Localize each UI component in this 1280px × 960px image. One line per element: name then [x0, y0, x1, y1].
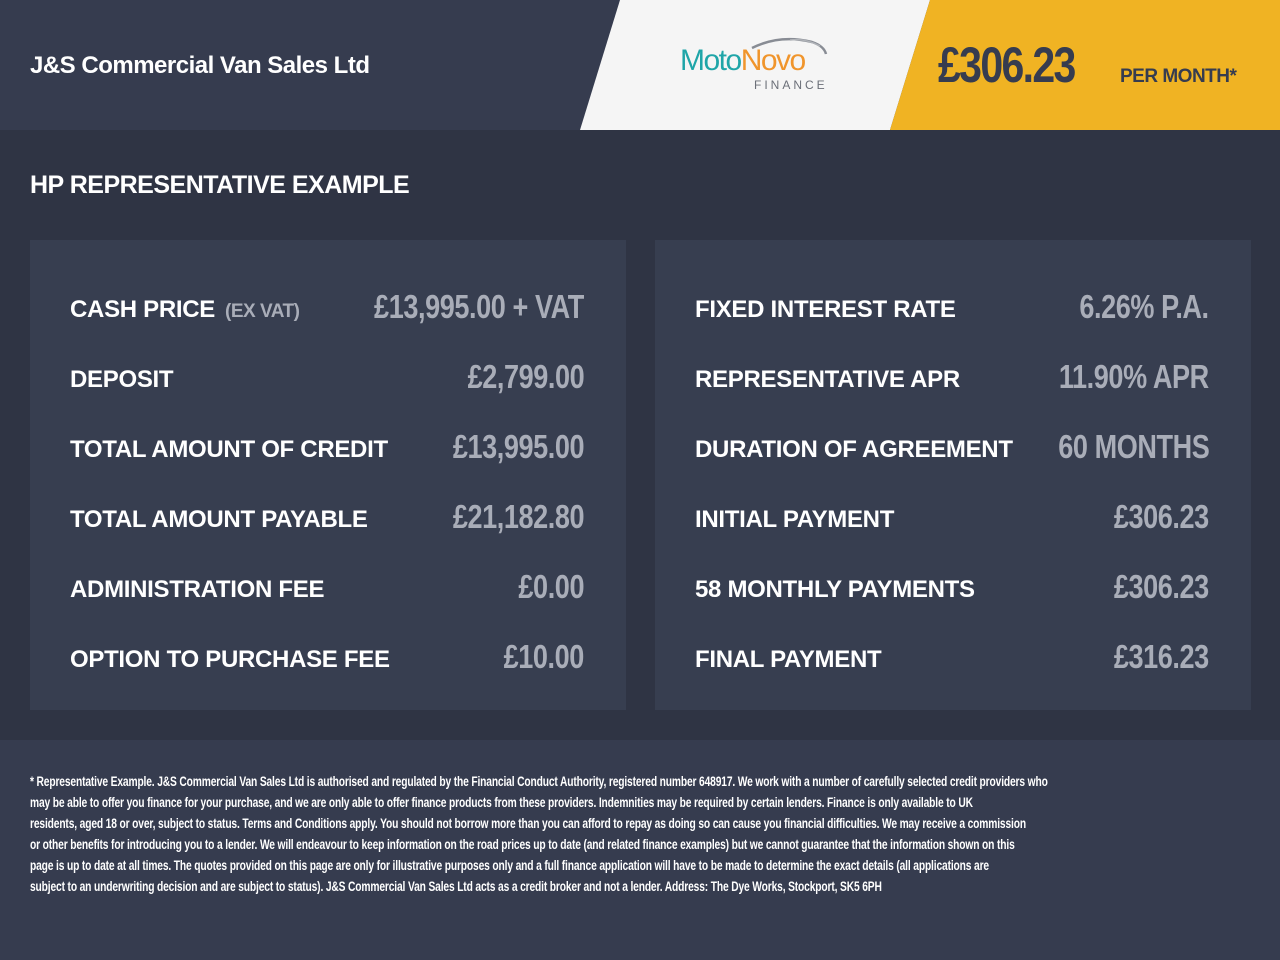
row-value: £2,799.00 — [467, 358, 584, 395]
row-label-text: CASH PRICE — [70, 296, 216, 323]
finance-row: ADMINISTRATION FEE £0.00 — [70, 568, 584, 608]
row-label: OPTION TO PURCHASE FEE — [70, 646, 390, 674]
row-label: REPRESENTATIVE APR — [695, 366, 960, 394]
row-value: 11.90% APR — [1059, 358, 1209, 395]
row-label-text: DURATION OF AGREEMENT — [695, 436, 1013, 463]
row-value: £13,995.00 — [452, 428, 585, 465]
disclaimer-line: * Representative Example. J&S Commercial… — [30, 774, 1048, 789]
finance-row: REPRESENTATIVE APR 11.90% APR — [695, 358, 1209, 398]
logo-panel — [580, 0, 930, 130]
row-label: ADMINISTRATION FEE — [70, 576, 324, 604]
row-label-text: OPTION TO PURCHASE FEE — [70, 646, 390, 673]
finance-row: FINAL PAYMENT £316.23 — [695, 638, 1209, 678]
row-value: £306.23 — [1114, 568, 1209, 605]
car-swoosh-icon — [751, 37, 828, 55]
row-value: £316.23 — [1114, 638, 1209, 675]
finance-row: DEPOSIT £2,799.00 — [70, 358, 584, 398]
disclaimer-line: or other benefits for introducing you to… — [30, 837, 1015, 852]
finance-row: TOTAL AMOUNT OF CREDIT £13,995.00 — [70, 428, 584, 468]
disclaimer-line: subject to an underwriting decision and … — [30, 879, 882, 894]
row-label: TOTAL AMOUNT PAYABLE — [70, 506, 368, 534]
section-title: HP REPRESENTATIVE EXAMPLE — [30, 171, 410, 199]
row-value: £21,182.80 — [452, 498, 585, 535]
row-label-text: ADMINISTRATION FEE — [70, 576, 325, 603]
row-label-text: 58 MONTHLY PAYMENTS — [695, 576, 975, 603]
row-note: (EX VAT) — [225, 301, 300, 322]
row-label: TOTAL AMOUNT OF CREDIT — [70, 436, 388, 464]
row-label: DURATION OF AGREEMENT — [695, 436, 1013, 464]
row-label-text: REPRESENTATIVE APR — [695, 366, 960, 393]
dealer-name: J&S Commercial Van Sales Ltd — [30, 52, 370, 79]
row-label-text: DEPOSIT — [70, 366, 174, 393]
row-value: £0.00 — [518, 568, 584, 605]
row-label-text: FINAL PAYMENT — [695, 646, 882, 673]
finance-panel-right: FIXED INTEREST RATE 6.26% P.A. REPRESENTAT… — [655, 240, 1251, 710]
row-value: £10.00 — [503, 638, 585, 675]
row-label: 58 MONTHLY PAYMENTS — [695, 576, 975, 604]
finance-row: FIXED INTEREST RATE 6.26% P.A. — [695, 288, 1209, 328]
per-month-label: PER MONTH* — [1120, 66, 1237, 87]
row-label-text: FIXED INTEREST RATE — [695, 296, 956, 323]
row-label-text: TOTAL AMOUNT PAYABLE — [70, 506, 368, 533]
finance-panel-left: CASH PRICE (EX VAT) £13,995.00 + VAT DEPOSI… — [30, 240, 626, 710]
row-value: 6.26% P.A. — [1079, 288, 1210, 325]
row-label: FIXED INTEREST RATE — [695, 296, 956, 324]
row-label-text: INITIAL PAYMENT — [695, 506, 895, 533]
disclaimer-footer: * Representative Example. J&S Commercial… — [0, 740, 1280, 960]
finance-row: TOTAL AMOUNT PAYABLE £21,182.80 — [70, 498, 584, 538]
finance-row: INITIAL PAYMENT £306.23 — [695, 498, 1209, 538]
row-value: 60 MONTHS — [1057, 428, 1210, 465]
finance-row: DURATION OF AGREEMENT 60 MONTHS — [695, 428, 1209, 468]
row-label: INITIAL PAYMENT — [695, 506, 894, 534]
finance-row: 58 MONTHLY PAYMENTS £306.23 — [695, 568, 1209, 608]
disclaimer-line: residents, aged 18 or over, subject to s… — [30, 816, 1026, 831]
row-label: CASH PRICE (EX VAT) — [70, 296, 300, 324]
finance-row: CASH PRICE (EX VAT) £13,995.00 + VAT — [70, 288, 584, 328]
row-value: £13,995.00 + VAT — [374, 288, 584, 325]
monthly-price: £306.23 — [938, 37, 1076, 93]
row-label: DEPOSIT — [70, 366, 174, 394]
row-label-text: TOTAL AMOUNT OF CREDIT — [70, 436, 388, 463]
row-value: £306.23 — [1114, 498, 1209, 535]
motonovo-logo: MotoNovo FINANCE — [680, 36, 840, 96]
row-label: FINAL PAYMENT — [695, 646, 882, 674]
price-panel — [890, 0, 1280, 130]
disclaimer-line: may be able to offer you finance for you… — [30, 795, 973, 810]
finance-row: OPTION TO PURCHASE FEE £10.00 — [70, 638, 584, 678]
disclaimer-line: page is up to date at all times. The quo… — [30, 858, 989, 873]
